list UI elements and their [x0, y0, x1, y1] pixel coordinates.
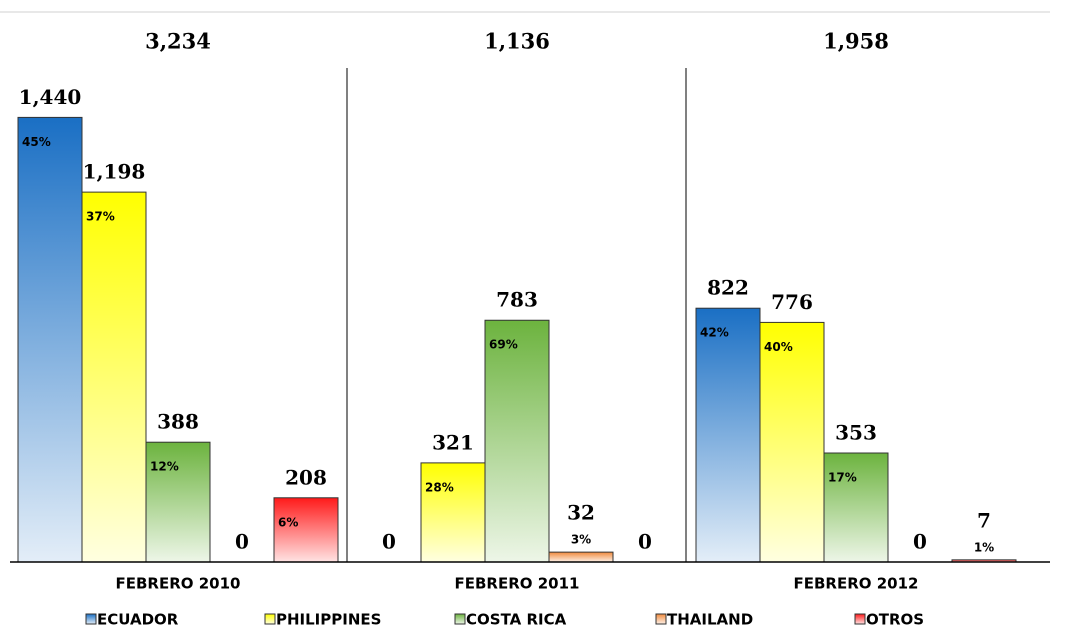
bar [548, 551, 614, 563]
percent-label: 12% [150, 460, 179, 474]
legend-label: OTROS [866, 611, 924, 629]
value-label: 208 [285, 465, 327, 489]
legend-label: COSTA RICA [466, 611, 567, 629]
legend-swatch [85, 613, 97, 625]
percent-label: 69% [489, 338, 518, 352]
bar [695, 307, 761, 563]
group-total: 1,958 [823, 29, 889, 54]
value-label: 0 [638, 530, 652, 554]
bar [484, 319, 550, 563]
value-label: 0 [913, 530, 927, 554]
legend-swatch [264, 613, 276, 625]
value-label: 776 [771, 290, 813, 314]
value-label: 388 [157, 410, 199, 434]
group-total: 3,234 [145, 29, 211, 54]
value-label: 353 [835, 421, 877, 445]
bar [420, 462, 486, 563]
group-label: FEBRERO 2010 [116, 575, 241, 593]
legend-label: ECUADOR [97, 611, 179, 629]
percent-label: 3% [571, 533, 591, 547]
bar [273, 497, 339, 563]
group-label: FEBRERO 2012 [794, 575, 919, 593]
percent-label: 37% [86, 210, 115, 224]
percent-label: 17% [828, 471, 857, 485]
bar [81, 191, 147, 563]
percent-label: 40% [764, 340, 793, 354]
legend-label: PHILIPPINES [276, 611, 381, 629]
legend-swatch [454, 613, 466, 625]
value-label: 1,440 [19, 85, 82, 109]
bar [17, 116, 83, 563]
value-label: 0 [382, 530, 396, 554]
percent-label: 1% [974, 540, 994, 554]
group-label: FEBRERO 2011 [455, 575, 580, 593]
bar [759, 321, 825, 563]
percent-label: 45% [22, 135, 51, 149]
group-total: 1,136 [484, 29, 550, 54]
value-label: 0 [235, 530, 249, 554]
bar [823, 452, 889, 563]
value-label: 7 [977, 508, 991, 532]
value-label: 321 [432, 430, 474, 454]
percent-label: 6% [278, 515, 298, 529]
value-label: 822 [707, 276, 749, 300]
bar [145, 441, 211, 563]
legend-swatch [854, 613, 866, 625]
percent-label: 42% [700, 326, 729, 340]
value-label: 783 [496, 288, 538, 312]
percent-label: 28% [425, 480, 454, 494]
legend-swatch [655, 613, 667, 625]
value-label: 32 [567, 501, 595, 525]
legend-label: THAILAND [667, 611, 753, 629]
value-label: 1,198 [83, 160, 146, 184]
